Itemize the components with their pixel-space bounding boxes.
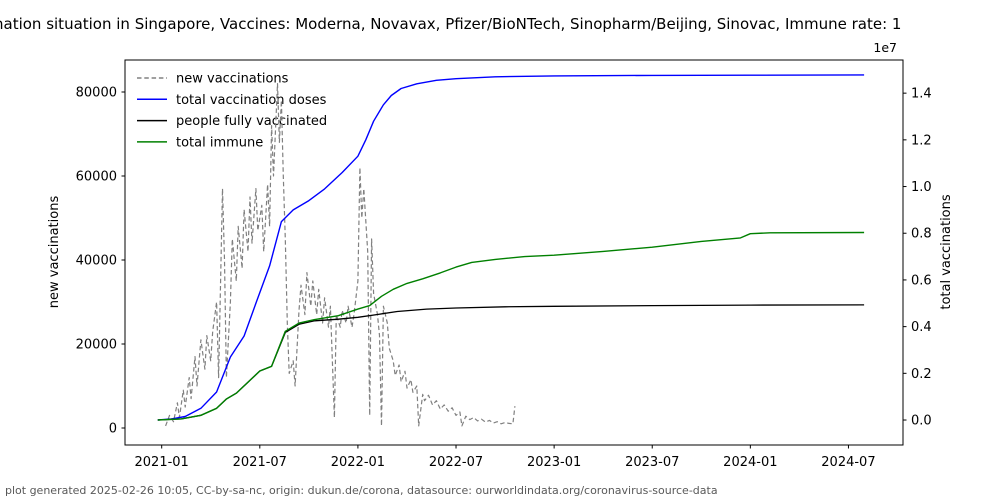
legend-label: people fully vaccinated xyxy=(176,114,327,129)
y-left-axis-title: new vaccinations xyxy=(47,196,62,309)
y-right-tick-label: 1.2 xyxy=(911,133,932,148)
y-right-tick-label: 1.4 xyxy=(911,87,932,102)
axes-spines xyxy=(124,59,904,446)
y-left-tick-label: 20000 xyxy=(76,337,117,352)
footer-credit: plot generated 2025-02-26 10:05, CC-by-s… xyxy=(5,484,718,497)
legend-label: total immune xyxy=(176,135,263,150)
y-right-tick-label: 0.8 xyxy=(911,227,932,242)
legend-label: total vaccination doses xyxy=(176,93,327,108)
y-right-tick-label: 0.2 xyxy=(911,367,932,382)
series-line-total-immune xyxy=(157,231,865,421)
x-tick-label: 2021-01 xyxy=(135,455,189,470)
x-tick-label: 2024-01 xyxy=(723,455,777,470)
x-tick-label: 2022-01 xyxy=(331,455,385,470)
y-right-tick-label: 0.6 xyxy=(911,273,932,288)
x-tick-label: 2023-07 xyxy=(625,455,679,470)
y-left-tick-label: 80000 xyxy=(76,85,117,100)
x-tick-label: 2023-01 xyxy=(527,455,581,470)
y-left-tick-label: 60000 xyxy=(76,169,117,184)
x-tick-label: 2024-07 xyxy=(821,455,875,470)
chart-title: nation situation in Singapore, Vaccines:… xyxy=(0,15,902,33)
x-tick-label: 2021-07 xyxy=(233,455,287,470)
y-left-tick-label: 0 xyxy=(109,421,117,436)
series-line-people-fully-vaccinated xyxy=(157,304,865,421)
x-tick-label: 2022-07 xyxy=(429,455,483,470)
y-right-axis-title: total vaccinations xyxy=(939,194,954,310)
y-right-multiplier: 1e7 xyxy=(873,40,897,55)
series-line-new-vaccinations xyxy=(165,82,516,427)
y-right-tick-label: 0.0 xyxy=(911,414,932,429)
y-right-tick-label: 1.0 xyxy=(911,180,932,195)
legend-label: new vaccinations xyxy=(176,72,289,87)
y-right-tick-label: 0.4 xyxy=(911,320,932,335)
y-left-tick-label: 40000 xyxy=(76,253,117,268)
series-line-total-vaccination-doses xyxy=(157,74,865,421)
